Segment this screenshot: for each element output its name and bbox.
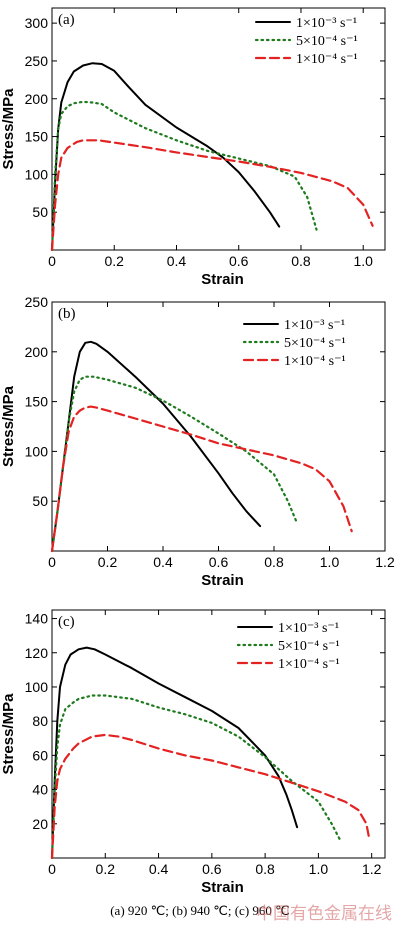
x-tick-label: 1.2 — [362, 861, 382, 877]
y-tick-label: 200 — [25, 344, 49, 360]
y-tick-label: 60 — [32, 747, 48, 763]
series-line-2 — [50, 733, 371, 860]
y-tick-label: 100 — [25, 679, 49, 695]
x-tick-label: 0.2 — [96, 861, 116, 877]
series-line-0 — [51, 646, 299, 859]
series-line-0 — [51, 62, 281, 251]
series-line-2 — [50, 405, 353, 553]
y-tick-label: 40 — [32, 782, 48, 798]
chart-panel-2: 0 0.2 0.4 0.6 0.8 1.0 1.2 20 40 60 80 100 120 140 Stra… — [0, 609, 386, 896]
figure-caption: (a) 920 ℃; (b) 940 ℃; (c) 960 ℃ — [110, 903, 290, 918]
legend-label-0: 1×10⁻³ s⁻¹ — [296, 16, 357, 31]
y-tick-label: 80 — [32, 713, 48, 729]
x-tick-label: 0.8 — [291, 253, 311, 269]
y-tick-label: 100 — [25, 443, 49, 459]
x-tick-label: 0.2 — [105, 253, 125, 269]
legend-label-0: 1×10⁻³ s⁻¹ — [278, 621, 339, 636]
chart-panel-0: 0 0.2 0.4 0.6 0.8 1.0 50 100 150 200 250 300 Strain S… — [0, 7, 386, 288]
y-tick-label: 20 — [32, 816, 48, 832]
y-tick-label: 300 — [25, 15, 49, 31]
x-tick-label: 0 — [48, 554, 56, 570]
watermark: 中国有色金属在线 — [256, 904, 392, 924]
x-tick-label: 0.2 — [98, 554, 118, 570]
x-tick-label: 0.8 — [255, 861, 275, 877]
x-axis-label: Strain — [201, 271, 244, 288]
panel-label: (c) — [58, 614, 75, 630]
x-tick-label: 1.0 — [353, 253, 373, 269]
y-axis-label: Stress/MPa — [0, 88, 17, 170]
legend-label-0: 1×10⁻³ s⁻¹ — [284, 318, 345, 333]
x-tick-label: 0.6 — [209, 554, 229, 570]
series-line-1 — [50, 694, 341, 860]
y-axis-label: Stress/MPa — [0, 693, 17, 775]
y-tick-label: 150 — [25, 394, 49, 410]
y-tick-label: 100 — [25, 166, 49, 182]
legend-label-1: 5×10⁻⁴ s⁻¹ — [284, 336, 346, 351]
x-tick-label: 0.8 — [264, 554, 284, 570]
y-axis-label: Stress/MPa — [0, 385, 17, 467]
x-axis-label: Strain — [201, 572, 244, 589]
y-tick-label: 250 — [25, 294, 49, 310]
panel-label: (a) — [58, 12, 75, 28]
y-tick-label: 50 — [32, 204, 48, 220]
x-tick-label: 0 — [48, 253, 56, 269]
x-tick-label: 0 — [48, 861, 56, 877]
chart-panel-1: 0 0.2 0.4 0.6 0.8 1.0 1.2 50 100 150 200 250 Strain S… — [0, 294, 395, 589]
y-tick-label: 50 — [32, 493, 48, 509]
y-tick-label: 200 — [25, 91, 49, 107]
legend-label-1: 5×10⁻⁴ s⁻¹ — [296, 34, 358, 49]
x-tick-label: 1.0 — [320, 554, 340, 570]
series-line-2 — [50, 139, 374, 252]
x-axis-label: Strain — [201, 879, 244, 896]
panel-label: (b) — [58, 306, 76, 322]
plot-frame — [51, 609, 386, 859]
legend-label-2: 1×10⁻⁴ s⁻¹ — [284, 354, 346, 369]
x-tick-label: 0.6 — [202, 861, 222, 877]
x-tick-label: 0.4 — [149, 861, 169, 877]
y-tick-label: 120 — [25, 645, 49, 661]
legend-label-2: 1×10⁻⁴ s⁻¹ — [278, 657, 340, 672]
x-tick-label: 1.2 — [375, 554, 395, 570]
legend-label-1: 5×10⁻⁴ s⁻¹ — [278, 639, 340, 654]
y-tick-label: 250 — [25, 53, 49, 69]
x-tick-label: 0.4 — [153, 554, 173, 570]
y-tick-label: 150 — [25, 129, 49, 145]
x-tick-label: 0.6 — [229, 253, 249, 269]
series-line-1 — [50, 100, 318, 252]
x-tick-label: 0.4 — [167, 253, 187, 269]
x-tick-label: 1.0 — [309, 861, 329, 877]
plot-frame — [51, 7, 386, 251]
legend-label-2: 1×10⁻⁴ s⁻¹ — [296, 52, 358, 67]
y-tick-label: 140 — [25, 611, 49, 627]
